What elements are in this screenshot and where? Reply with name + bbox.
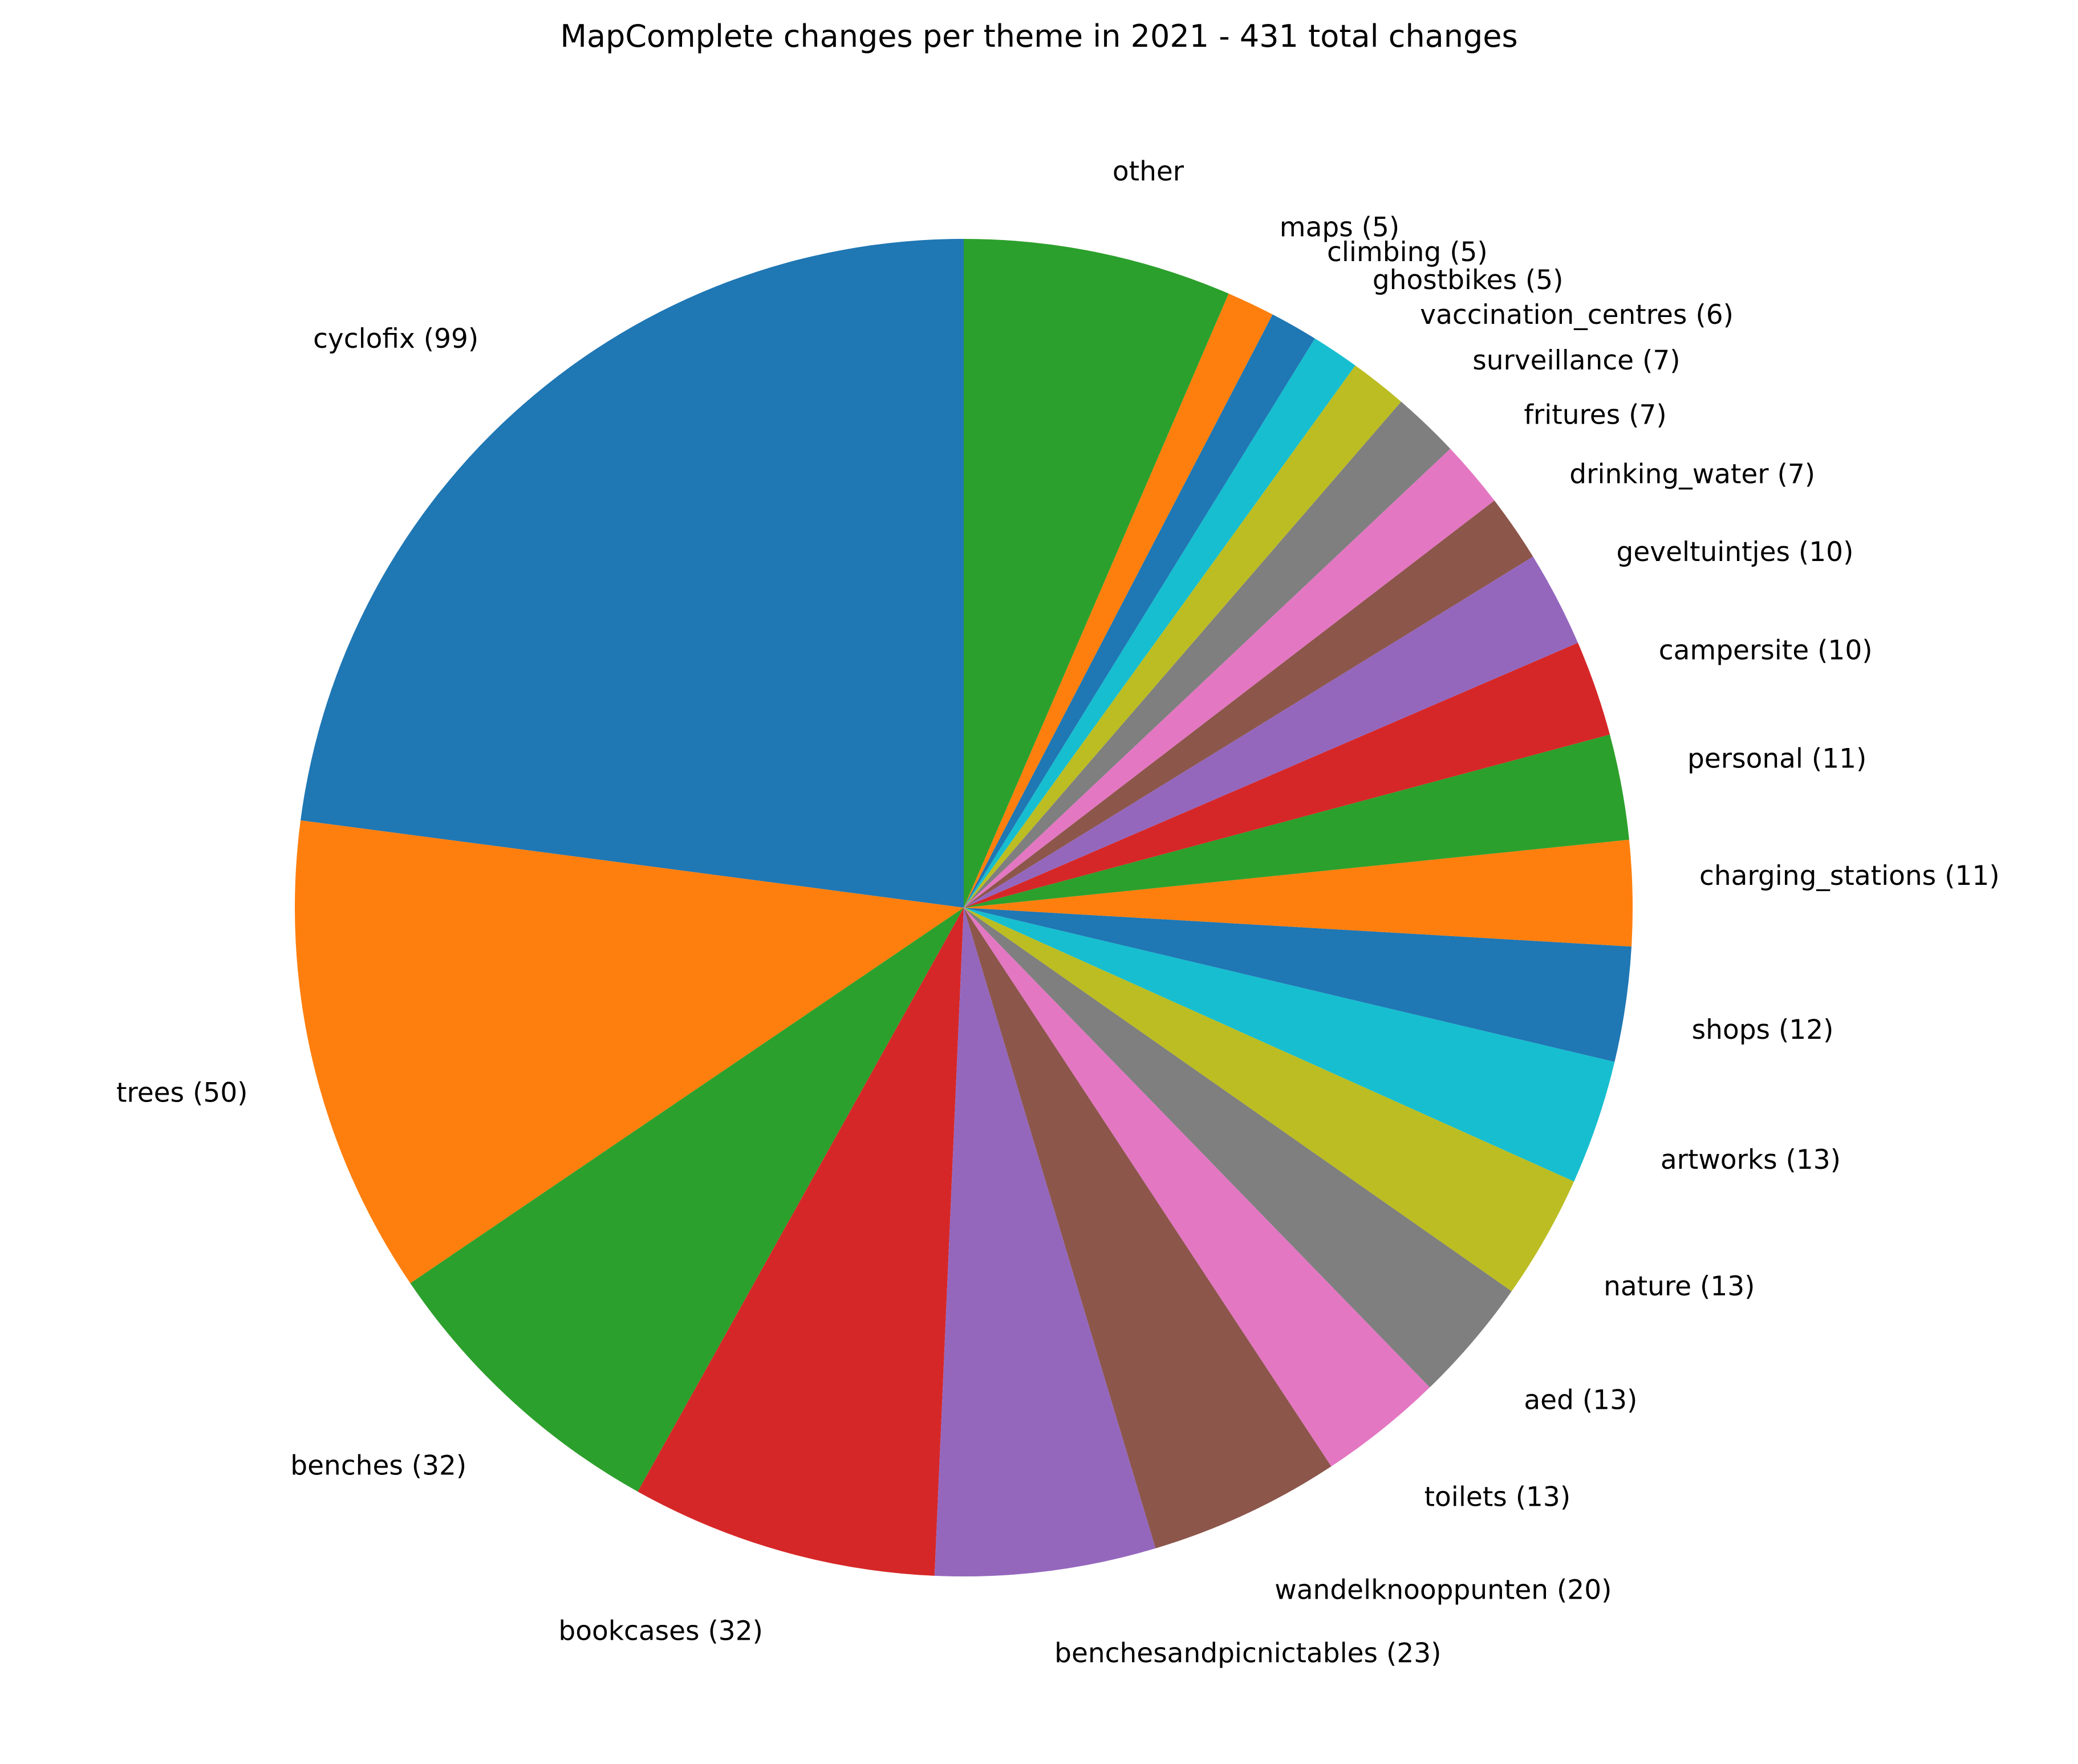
pie-labels: cyclofix (99) trees (50) benches (32) bookc… (116, 156, 2000, 1669)
pie-slice-label-13: campersite (10) (1659, 635, 1873, 666)
pie-slice-label-22: other (1113, 156, 1184, 187)
pie-slice-label-1: trees (50) (116, 1078, 247, 1109)
pie-slice-19 (964, 338, 1355, 908)
pie-slice-label-17: surveillance (7) (1472, 345, 1680, 376)
pie-slice-10 (964, 908, 1632, 1062)
pie-slice-label-7: aed (13) (1524, 1385, 1637, 1416)
pie-slice-label-4: benchesandpicnictables (23) (1054, 1637, 1441, 1669)
pie-slice-label-0: cyclofix (99) (313, 323, 478, 355)
pie-slice-8 (964, 908, 1574, 1291)
pie-slice-label-10: shops (12) (1692, 1014, 1834, 1046)
pie-slice-2 (410, 908, 964, 1492)
pie-slice-label-16: fritures (7) (1524, 399, 1666, 430)
pie-slice-5 (964, 908, 1332, 1548)
pie-slice-0 (301, 239, 964, 908)
pie-slice-label-5: wandelknooppunten (20) (1275, 1574, 1612, 1606)
pie-slice-label-14: geveltuintjes (10) (1617, 536, 1854, 568)
pie-slice-label-15: drinking_water (7) (1569, 459, 1815, 490)
pie-slice-12 (964, 734, 1629, 908)
pie-slice-14 (964, 556, 1578, 908)
pie-slice-label-2: benches (32) (290, 1450, 466, 1481)
pie-slice-4 (934, 908, 1156, 1576)
pie-slice-label-9: artworks (13) (1661, 1144, 1841, 1176)
pie-slice-label-3: bookcases (32) (558, 1615, 763, 1647)
chart-title: MapComplete changes per theme in 2021 - … (560, 18, 1518, 54)
pie-slice-1 (295, 820, 964, 1283)
pie-slice-22 (964, 239, 1229, 908)
pie-slice-13 (964, 643, 1610, 908)
pie-slice-7 (964, 908, 1512, 1388)
pie-slice-label-6: toilets (13) (1424, 1481, 1571, 1513)
pie-slice-label-18: vaccination_centres (6) (1420, 299, 1734, 331)
pie-slices (295, 239, 1633, 1576)
pie-slice-16 (964, 449, 1495, 908)
pie-slice-label-8: nature (13) (1604, 1271, 1755, 1302)
pie-slice-20 (964, 314, 1315, 908)
pie-slice-3 (638, 908, 964, 1576)
pie-slice-label-20: climbing (5) (1327, 237, 1488, 268)
pie-slice-6 (964, 908, 1430, 1467)
pie-slice-label-19: ghostbikes (5) (1373, 265, 1564, 296)
pie-slice-label-12: personal (11) (1687, 743, 1866, 775)
pie-slice-11 (964, 839, 1633, 947)
pie-slice-15 (964, 500, 1533, 908)
pie-slice-21 (964, 293, 1273, 908)
pie-slice-label-21: maps (5) (1280, 212, 1399, 243)
pie-slice-17 (964, 401, 1451, 908)
pie-slice-18 (964, 365, 1401, 908)
pie-slice-9 (964, 908, 1615, 1182)
pie-slice-label-11: charging_stations (11) (1699, 860, 2000, 892)
